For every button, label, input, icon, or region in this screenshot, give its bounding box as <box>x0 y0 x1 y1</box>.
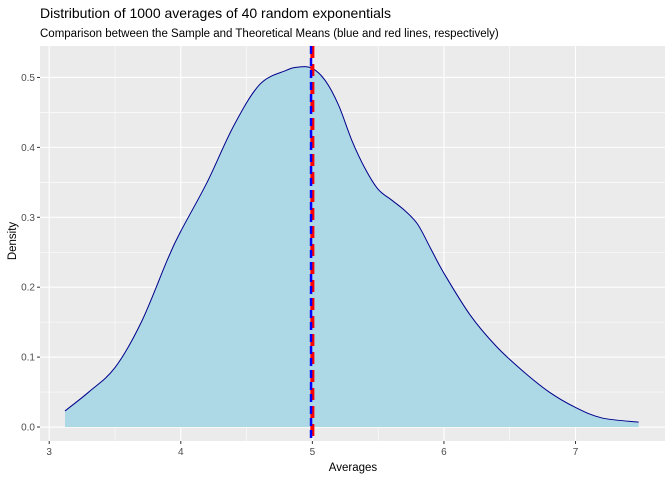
x-tick-label: 5 <box>310 447 316 458</box>
y-tick-label: 0.3 <box>21 213 35 224</box>
y-tick-label: 0.1 <box>21 353 35 364</box>
y-axis-label: Density <box>7 222 19 261</box>
chart-title: Distribution of 1000 averages of 40 rand… <box>40 5 391 21</box>
x-tick-label: 4 <box>178 447 184 458</box>
x-tick-label: 3 <box>46 447 52 458</box>
y-tick-label: 0.0 <box>21 423 35 434</box>
chart-subtitle: Comparison between the Sample and Theore… <box>40 28 499 40</box>
x-tick-label: 6 <box>441 447 447 458</box>
density-curve <box>64 66 639 423</box>
density-fill <box>65 66 639 428</box>
axis-ticks: 3 4 5 6 7 0.0 0.1 0.2 0.3 0.4 0.5 <box>21 73 579 458</box>
y-tick-label: 0.4 <box>21 143 35 154</box>
x-tick-label: 7 <box>573 447 579 458</box>
density-area <box>64 66 639 428</box>
y-tick-label: 0.2 <box>21 283 35 294</box>
x-axis-label: Averages <box>329 462 378 474</box>
y-tick-label: 0.5 <box>21 73 35 84</box>
mean-lines <box>309 46 315 441</box>
